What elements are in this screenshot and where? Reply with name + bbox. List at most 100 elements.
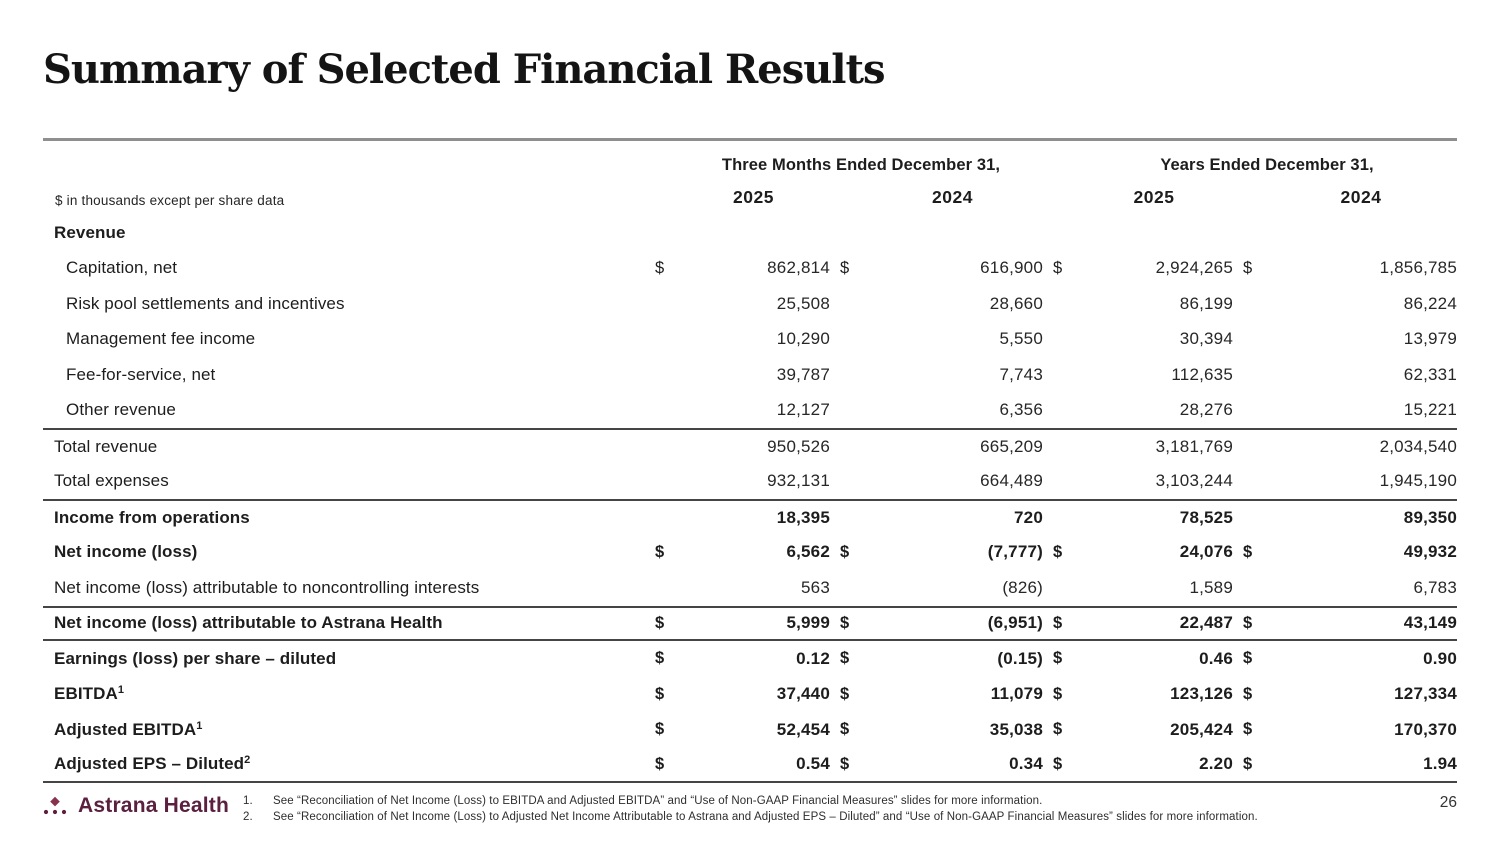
cell-fy-2025: 30,394 — [1179, 329, 1233, 349]
cell-fy-2025 — [1043, 215, 1233, 251]
cell-3m-2024: $0.34 — [840, 754, 1043, 774]
cell-fy-2024: 13,979 — [1403, 329, 1457, 349]
cell-3m-2025: $52,454 — [655, 719, 830, 739]
cell-fy-2025: $123,126 — [1053, 684, 1233, 704]
cell-fy-2025: $24,076 — [1053, 542, 1233, 562]
cell-fy-2024: 86,224 — [1403, 293, 1457, 313]
cell-fy-2024: 6,783 — [1413, 577, 1457, 597]
row-label: Net income (loss) — [54, 542, 198, 562]
cell-3m-2025: $0.12 — [655, 648, 830, 668]
cell-3m-2025: 932,131 — [767, 471, 830, 491]
cell-fy-2024: 2,034,540 — [1379, 436, 1457, 456]
col-header-fy-2024: 2024 — [1340, 187, 1382, 207]
col-header-3m-2024: 2024 — [932, 187, 973, 207]
row-label: Net income (loss) attributable to noncon… — [54, 577, 480, 597]
row-label: Adjusted EBITDA1 — [54, 719, 203, 739]
row-label: Earnings (loss) per share – diluted — [54, 648, 337, 668]
cell-3m-2024: 665,209 — [980, 436, 1043, 456]
table-row-ebitda: EBITDA1 $37,440 $11,079 $123,126 $127,33… — [43, 677, 1457, 713]
cell-3m-2024: 720 — [1014, 507, 1043, 527]
row-label: Other revenue — [66, 400, 176, 420]
cell-fy-2025: 86,199 — [1179, 293, 1233, 313]
cell-fy-2025: 112,635 — [1171, 364, 1233, 384]
row-label: Capitation, net — [66, 258, 178, 278]
table-row-other-revenue: Other revenue 12,127 6,356 28,276 15,221 — [43, 393, 1457, 429]
cell-3m-2025 — [645, 215, 830, 251]
slide-footer: Astrana Health 1. See “Reconciliation of… — [43, 792, 1457, 825]
cell-3m-2024: 7,743 — [999, 364, 1043, 384]
table-row-management-fee-income: Management fee income 10,290 5,550 30,39… — [43, 322, 1457, 358]
cell-3m-2025: 12,127 — [776, 400, 830, 420]
cell-fy-2025: $2.20 — [1053, 754, 1233, 774]
cell-3m-2025: 39,787 — [776, 364, 830, 384]
cell-3m-2024: 5,550 — [999, 329, 1043, 349]
cell-3m-2025: 18,395 — [776, 507, 830, 527]
astrana-logo-icon — [43, 796, 67, 815]
slide: Summary of Selected Financial Results Th… — [0, 48, 1500, 844]
cell-3m-2025: $0.54 — [655, 754, 830, 774]
cell-fy-2025: $2,924,265 — [1053, 258, 1233, 278]
cell-3m-2024: $ (7,777) — [840, 542, 1043, 562]
cell-3m-2025: 25,508 — [776, 293, 830, 313]
cell-fy-2024: $1,856,785 — [1243, 258, 1457, 278]
page-number: 26 — [1439, 794, 1457, 811]
row-label: Revenue — [54, 222, 126, 242]
cell-3m-2025: $862,814 — [655, 258, 830, 278]
row-label: Total revenue — [54, 436, 158, 456]
row-label: Fee-for-service, net — [66, 364, 216, 384]
cell-fy-2024 — [1233, 215, 1457, 251]
page-title: Summary of Selected Financial Results — [43, 46, 886, 93]
cell-fy-2024: $49,932 — [1243, 542, 1457, 562]
footnote-marker: 1 — [196, 719, 203, 732]
col-header-fy-2025: 2025 — [1133, 187, 1175, 207]
footnotes: 1. See “Reconciliation of Net Income (Lo… — [243, 793, 1440, 825]
col-group-header-three-months: Three Months Ended December 31, — [721, 156, 1001, 174]
table-row-adjusted-ebitda: Adjusted EBITDA1 $52,454 $35,038 $205,42… — [43, 712, 1457, 748]
cell-3m-2024: (826) — [1002, 577, 1043, 597]
table-row-fee-for-service: Fee-for-service, net 39,787 7,743 112,63… — [43, 357, 1457, 393]
cell-fy-2024: $1.94 — [1243, 754, 1457, 774]
units-note: $ in thousands except per share data — [55, 193, 285, 208]
logo-wordmark: Astrana Health — [78, 794, 230, 817]
row-label: Income from operations — [54, 507, 250, 527]
table-row-capitation-net: Capitation, net $862,814 $616,900 $2,924… — [43, 251, 1457, 287]
cell-3m-2024: $11,079 — [840, 684, 1043, 704]
cell-3m-2025: 950,526 — [767, 436, 830, 456]
cell-3m-2025: 10,290 — [776, 329, 830, 349]
col-header-3m-2025: 2025 — [733, 187, 774, 207]
cell-3m-2025: $6,562 — [655, 542, 830, 562]
cell-3m-2024: 6,356 — [999, 400, 1043, 420]
cell-fy-2025: 3,103,244 — [1155, 471, 1233, 491]
cell-3m-2024: $35,038 — [840, 719, 1043, 739]
cell-3m-2024: 28,660 — [989, 293, 1043, 313]
cell-fy-2025: 28,276 — [1179, 400, 1233, 420]
row-label: EBITDA1 — [54, 684, 125, 704]
cell-fy-2024: $127,334 — [1243, 684, 1457, 704]
cell-3m-2025: $37,440 — [655, 684, 830, 704]
footnote-marker: 2 — [244, 754, 251, 767]
table-row-total-revenue: Total revenue 950,526 665,209 3,181,769 … — [43, 428, 1457, 464]
row-label: Net income (loss) attributable to Astran… — [54, 613, 443, 633]
astrana-health-logo: Astrana Health — [43, 794, 243, 818]
row-label: Risk pool settlements and incentives — [66, 293, 345, 313]
cell-fy-2024: $0.90 — [1243, 648, 1457, 668]
financial-table: Three Months Ended December 31, Years En… — [43, 138, 1457, 783]
table-row-net-income-astrana: Net income (loss) attributable to Astran… — [43, 605, 1457, 641]
cell-fy-2025: 3,181,769 — [1155, 436, 1233, 456]
cell-fy-2025: $22,487 — [1053, 613, 1233, 633]
table-row-risk-pool: Risk pool settlements and incentives 25,… — [43, 286, 1457, 322]
cell-3m-2025: $5,999 — [655, 613, 830, 633]
row-label: Total expenses — [54, 471, 169, 491]
table-row-adjusted-eps-diluted: Adjusted EPS – Diluted2 $0.54 $0.34 $2.2… — [43, 748, 1457, 783]
table-row-net-income-noncontrolling: Net income (loss) attributable to noncon… — [43, 570, 1457, 606]
cell-fy-2024: $170,370 — [1243, 719, 1457, 739]
cell-fy-2025: $205,424 — [1053, 719, 1233, 739]
cell-fy-2024: 89,350 — [1403, 507, 1457, 527]
cell-3m-2024: $ (6,951) — [840, 613, 1043, 633]
footnote-marker: 1 — [117, 684, 125, 697]
footnote-2: 2. See “Reconciliation of Net Income (Lo… — [243, 811, 1258, 823]
table-row-income-from-operations: Income from operations 18,395 720 78,525… — [43, 499, 1457, 535]
cell-fy-2025: 1,589 — [1189, 577, 1233, 597]
cell-fy-2024: 1,945,190 — [1379, 471, 1457, 491]
table-group-header-row: Three Months Ended December 31, Years En… — [43, 141, 1457, 175]
